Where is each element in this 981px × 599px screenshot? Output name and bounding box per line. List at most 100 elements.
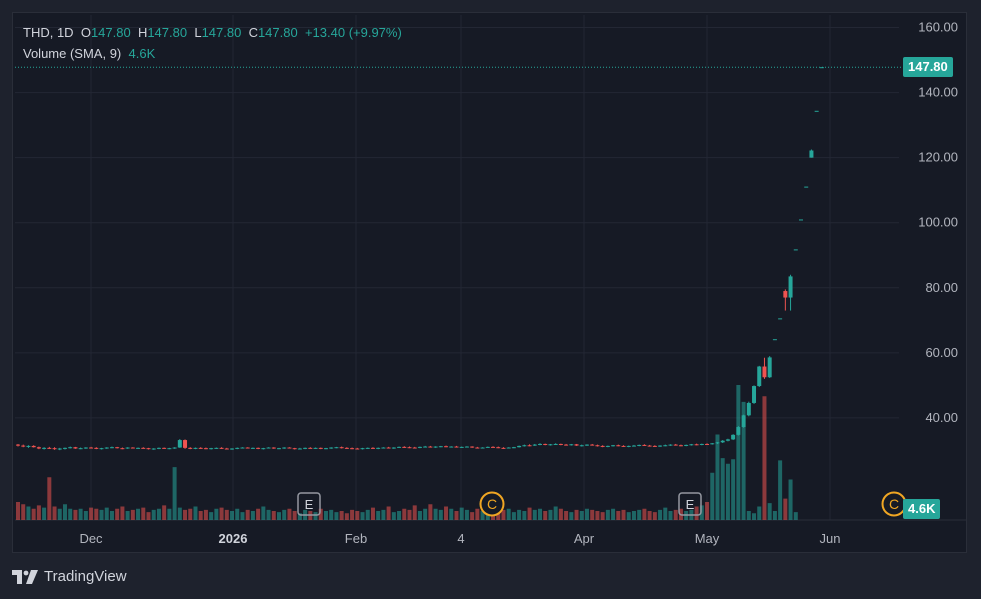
candle [799, 219, 803, 221]
candle [705, 443, 710, 445]
volume-bar [230, 511, 235, 520]
volume-bar [710, 472, 715, 520]
volume-bar [579, 511, 584, 520]
x-tick-label: Jun [820, 531, 841, 546]
candlestick-chart[interactable]: 160.00140.00120.00100.0080.0060.0040.00 … [13, 13, 968, 554]
volume-bar [52, 506, 57, 520]
candle [219, 447, 224, 449]
candle [230, 448, 235, 450]
candle [501, 447, 506, 449]
candle [658, 445, 663, 447]
candle [491, 446, 496, 448]
volume-bar [203, 509, 208, 520]
x-tick-label: 4 [457, 531, 464, 546]
volume-bar [772, 511, 777, 520]
dividend-marker[interactable]: C [479, 491, 505, 517]
candle [428, 445, 433, 448]
volume-bar [214, 508, 219, 520]
volume-bar [193, 506, 198, 520]
volume-bar [637, 509, 642, 520]
ohlc-legend[interactable]: THD, 1D O147.80 H147.80 L147.80 C147.80 … [23, 25, 402, 40]
volume-bar [767, 503, 772, 520]
volume-bar [475, 508, 480, 520]
candle [699, 443, 704, 446]
volume-bar [109, 511, 114, 520]
candle [731, 434, 736, 441]
candle [99, 447, 104, 450]
volume-bar [344, 513, 349, 520]
candle [183, 439, 188, 449]
volume-bar [297, 513, 302, 520]
volume-bar [564, 511, 569, 520]
volume-bar [553, 506, 558, 520]
candle [266, 447, 271, 449]
volume-bar [125, 511, 130, 520]
volume-bar [146, 512, 151, 520]
y-tick-label: 60.00 [925, 345, 958, 360]
volume-bar [558, 508, 563, 520]
volume-bar [569, 512, 574, 520]
candle [177, 439, 182, 448]
candle [329, 447, 334, 449]
candle [334, 446, 339, 449]
candle [386, 446, 391, 449]
volume-bar [793, 512, 798, 520]
volume-bar [417, 511, 422, 520]
volume-bar [548, 509, 553, 520]
candle [767, 356, 772, 378]
volume-bar [532, 509, 537, 520]
volume-bar [36, 505, 41, 520]
candle [668, 444, 673, 446]
candle [642, 444, 647, 446]
candle [297, 447, 302, 450]
candle [762, 357, 767, 379]
volume-bar [605, 509, 610, 520]
candle [616, 444, 621, 447]
earnings-marker[interactable]: E [297, 492, 321, 516]
volume-bar [663, 507, 668, 520]
candle [261, 447, 266, 450]
candle [193, 447, 198, 450]
price-axis[interactable]: 160.00 140.00 120.00 100.00 80.00 60.00 40.00 [918, 20, 958, 425]
candle [736, 426, 741, 436]
candle [579, 444, 584, 447]
brand-name: TradingView [44, 568, 127, 585]
tradingview-brand[interactable]: TradingView [12, 568, 127, 585]
volume-bar [705, 502, 710, 520]
legend-symbol: THD [23, 25, 50, 40]
candle [83, 447, 88, 449]
volume-bar [788, 479, 793, 520]
svg-text:E: E [305, 497, 314, 512]
candle [397, 446, 402, 448]
volume-bar [47, 477, 52, 520]
candle [62, 447, 67, 450]
legend-open: 147.80 [90, 25, 131, 40]
volume-bar [433, 508, 438, 520]
volume-bar [616, 511, 621, 520]
volume-bar [277, 512, 281, 520]
volume-bar [282, 509, 287, 520]
candle [496, 446, 501, 449]
volume-bar [720, 458, 725, 520]
chart-frame[interactable]: 160.00 140.00 120.00 100.00 80.00 60.00 40.00 … [12, 12, 967, 553]
candle [402, 446, 407, 448]
volume-bar [699, 505, 704, 520]
volume-legend[interactable]: Volume (SMA, 9) 4.6K [23, 46, 155, 61]
candle [21, 444, 26, 448]
candle [522, 444, 527, 447]
volume-bar [287, 508, 292, 520]
volume-bar [120, 506, 125, 520]
candle [553, 443, 558, 445]
time-axis[interactable]: Dec 2026 Feb 4 Apr May Jun [79, 531, 840, 546]
candle [78, 447, 83, 450]
volume-bar [752, 513, 757, 520]
svg-text:C: C [487, 496, 497, 512]
x-tick-label: Feb [345, 531, 367, 546]
candle [146, 447, 151, 450]
candle [600, 445, 605, 448]
candle [584, 444, 589, 446]
volume-bar [574, 509, 579, 520]
earnings-marker[interactable]: E [678, 492, 702, 516]
volume-bar [94, 508, 99, 520]
volume-bar [423, 508, 428, 520]
